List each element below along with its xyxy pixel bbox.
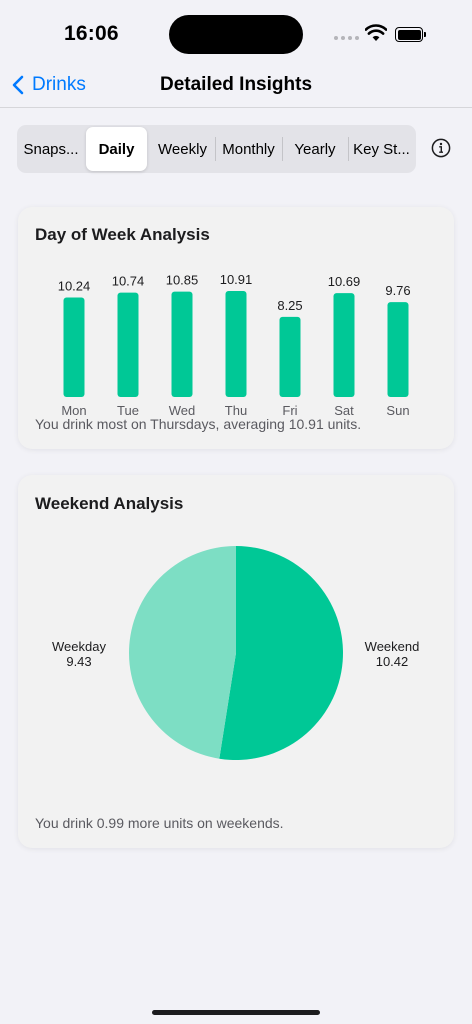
home-indicator	[152, 1010, 320, 1015]
bar-wed	[171, 291, 193, 397]
day-of-week-title: Day of Week Analysis	[35, 225, 210, 244]
weekend-slice-label: Weekend 10.42	[352, 639, 432, 669]
weekend-note: You drink 0.99 more units on weekends.	[35, 815, 284, 831]
bar-tue	[117, 292, 139, 397]
bar-value-label: 8.25	[277, 298, 302, 313]
weekend-value: 10.42	[375, 654, 409, 669]
day-of-week-note: You drink most on Thursdays, averaging 1…	[35, 416, 362, 432]
wifi-icon	[365, 24, 387, 41]
bar-value-label: 9.76	[385, 283, 410, 298]
chevron-left-icon	[12, 75, 24, 95]
bar-category-label: Fri	[282, 403, 297, 418]
bar-category-label: Sun	[386, 403, 409, 418]
tab-daily[interactable]: Daily	[86, 127, 147, 171]
bar-category-label: Sat	[334, 403, 354, 418]
tab-monthly[interactable]: Monthly	[222, 140, 275, 158]
bar-value-label: 10.69	[328, 274, 361, 289]
info-icon[interactable]	[431, 138, 451, 158]
segment-divider	[215, 137, 216, 161]
bar-category-label: Mon	[61, 403, 86, 418]
tab-key-stats[interactable]: Key St...	[353, 140, 410, 158]
bar-category-label: Tue	[117, 403, 139, 418]
weekday-slice-label: Weekday 9.43	[39, 639, 119, 669]
weekend-analysis-title: Weekend Analysis	[35, 494, 184, 513]
weekday-value: 9.43	[66, 654, 92, 669]
segment-divider	[282, 137, 283, 161]
bar-thu	[225, 291, 247, 397]
period-segmented-control: Snaps... Daily Weekly Monthly Yearly Key…	[17, 125, 416, 173]
battery-icon	[395, 27, 427, 42]
bar-sat	[333, 293, 355, 397]
weekend-pie-chart	[128, 546, 343, 760]
bar-value-label: 10.74	[112, 274, 145, 289]
day-of-week-card: Day of Week Analysis 10.24 Mon 10.74 Tue 10.…	[18, 207, 454, 449]
bar-value-label: 10.85	[166, 273, 199, 288]
weekend-label: Weekend	[364, 639, 420, 654]
cellular-signal-icon	[334, 36, 360, 42]
bar-category-label: Wed	[169, 403, 196, 418]
bar-mon	[63, 297, 85, 397]
status-time: 16:06	[64, 22, 119, 45]
pie-slice-weekend	[219, 546, 343, 760]
day-of-week-bar-chart: 10.24 Mon 10.74 Tue 10.85 Wed 10.91 Thu 8.25 Fri 1…	[58, 272, 411, 418]
navigation-bar: Drinks Detailed Insights	[0, 60, 472, 108]
weekend-analysis-card: Weekend Analysis Weekday 9.43 Weekend 10…	[18, 475, 454, 848]
bar-value-label: 10.91	[220, 272, 253, 287]
tab-yearly[interactable]: Yearly	[294, 140, 336, 158]
weekday-label: Weekday	[52, 639, 106, 654]
status-bar: 16:06	[0, 0, 472, 70]
dynamic-island	[169, 15, 303, 54]
tab-snapshot[interactable]: Snaps...	[23, 140, 79, 158]
back-button[interactable]: Drinks	[12, 72, 86, 98]
bar-sun	[387, 302, 409, 397]
bar-category-label: Thu	[225, 403, 247, 418]
bar-fri	[279, 316, 301, 397]
back-label: Drinks	[32, 74, 86, 95]
tab-weekly[interactable]: Weekly	[158, 140, 207, 158]
bar-value-label: 10.24	[58, 279, 91, 294]
pie-slice-weekday	[128, 546, 236, 759]
page-title: Detailed Insights	[159, 74, 313, 95]
segment-divider	[348, 137, 349, 161]
